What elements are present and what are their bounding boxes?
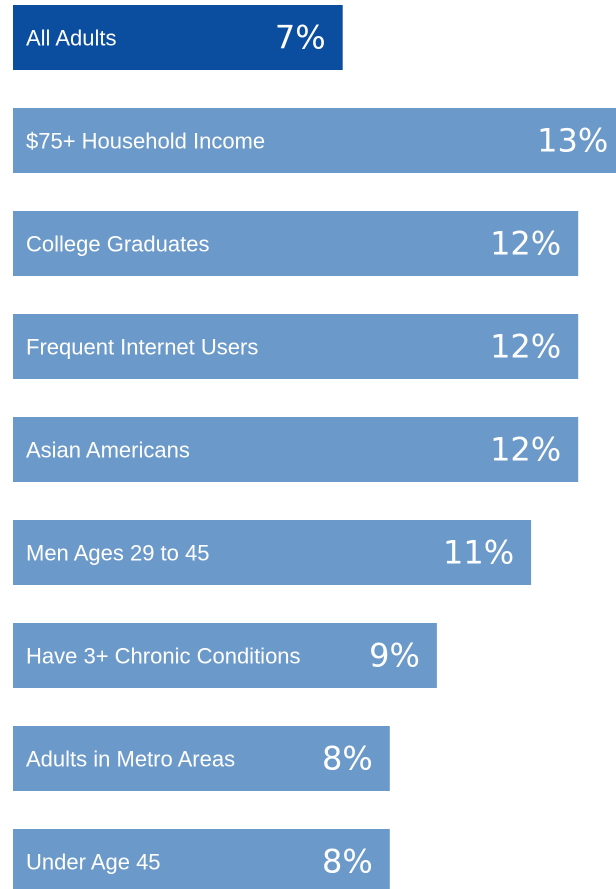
value-label: 8% bbox=[322, 843, 373, 881]
category-label: Have 3+ Chronic Conditions bbox=[26, 643, 301, 668]
category-label: College Graduates bbox=[26, 231, 209, 256]
value-label: 8% bbox=[322, 740, 373, 778]
value-label: 7% bbox=[275, 19, 326, 57]
category-label: Men Ages 29 to 45 bbox=[26, 540, 209, 565]
bar bbox=[13, 314, 579, 379]
category-label: $75+ Household Income bbox=[26, 128, 265, 153]
category-label: Frequent Internet Users bbox=[26, 334, 258, 359]
category-label: Adults in Metro Areas bbox=[26, 746, 235, 771]
category-label: Asian Americans bbox=[26, 437, 190, 462]
value-label: 11% bbox=[443, 534, 514, 572]
category-label: All Adults bbox=[26, 25, 117, 50]
value-label: 12% bbox=[490, 431, 561, 469]
bar bbox=[13, 623, 437, 688]
bar bbox=[13, 726, 390, 791]
bar bbox=[13, 211, 579, 276]
bar bbox=[13, 829, 390, 889]
bar bbox=[13, 5, 343, 70]
value-label: 13% bbox=[537, 122, 608, 160]
bar bbox=[13, 108, 616, 173]
value-label: 9% bbox=[369, 637, 420, 675]
category-label: Under Age 45 bbox=[26, 849, 161, 874]
value-label: 12% bbox=[490, 225, 561, 263]
bar bbox=[13, 417, 579, 482]
bar bbox=[13, 520, 532, 585]
value-label: 12% bbox=[490, 328, 561, 366]
